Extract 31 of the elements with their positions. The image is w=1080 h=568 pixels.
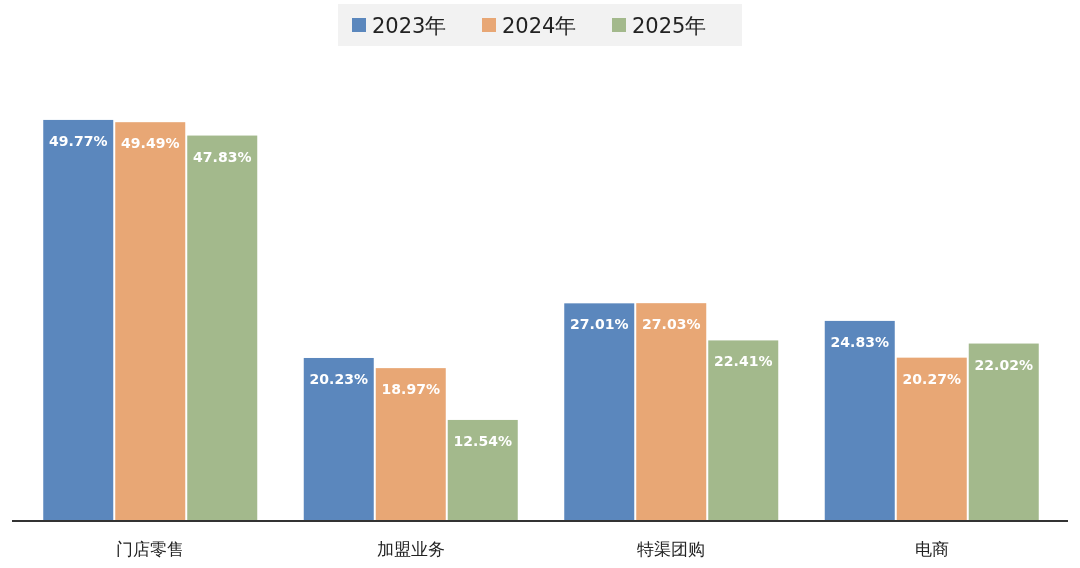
data-label: 18.97% bbox=[381, 381, 440, 398]
bar bbox=[824, 320, 895, 521]
data-label: 49.49% bbox=[121, 135, 180, 152]
x-tick-label: 特渠团购 bbox=[637, 539, 706, 559]
x-tick-label: 加盟业务 bbox=[376, 539, 445, 559]
data-label: 49.77% bbox=[49, 132, 108, 149]
bar bbox=[564, 303, 635, 521]
x-tick-label: 门店零售 bbox=[116, 539, 185, 559]
legend-label: 2023年 bbox=[372, 14, 447, 38]
x-tick-label: 电商 bbox=[914, 539, 949, 559]
data-label: 12.54% bbox=[453, 432, 512, 449]
bar bbox=[896, 357, 967, 521]
data-label: 47.83% bbox=[193, 148, 252, 165]
data-label: 24.83% bbox=[830, 333, 889, 350]
bar bbox=[303, 357, 374, 521]
bar bbox=[968, 343, 1039, 521]
data-label: 22.02% bbox=[974, 356, 1033, 373]
bar bbox=[447, 419, 518, 521]
data-label: 22.41% bbox=[714, 353, 773, 370]
bar bbox=[636, 303, 707, 521]
legend-label: 2025年 bbox=[632, 14, 707, 38]
bar bbox=[43, 119, 114, 521]
bar bbox=[115, 122, 186, 521]
data-label: 27.03% bbox=[642, 316, 701, 333]
bar bbox=[708, 340, 779, 521]
data-label: 20.23% bbox=[309, 370, 368, 387]
bar bbox=[187, 135, 258, 521]
legend-label: 2024年 bbox=[502, 14, 577, 38]
data-label: 27.01% bbox=[570, 316, 629, 333]
bar bbox=[375, 368, 446, 521]
data-label: 20.27% bbox=[902, 370, 961, 387]
